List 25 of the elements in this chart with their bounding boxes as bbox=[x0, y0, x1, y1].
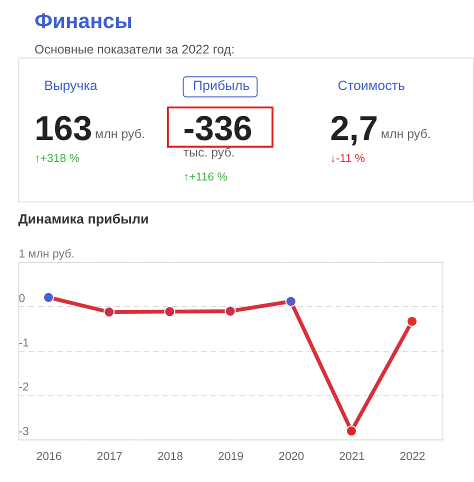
chart-title: Динамика прибыли bbox=[18, 212, 149, 227]
text: ↑+318 % bbox=[34, 153, 80, 166]
x-tick-label: 2018 bbox=[157, 451, 183, 464]
x-tick-label: 2022 bbox=[400, 451, 426, 464]
text: 2,7 bbox=[330, 110, 378, 148]
x-tick-label: 2019 bbox=[218, 451, 244, 464]
text: Финансы bbox=[34, 10, 132, 33]
y-tick-label: 1 млн руб. bbox=[18, 248, 74, 261]
text: Основные показатели за 2022 год: bbox=[34, 42, 235, 57]
text: ↓-11 % bbox=[330, 153, 366, 166]
x-tick-label: 2016 bbox=[36, 451, 62, 464]
y-tick-label: -1 bbox=[18, 337, 29, 350]
text: млн руб. bbox=[380, 127, 431, 142]
text: 163 bbox=[34, 110, 92, 148]
x-tick-label: 2021 bbox=[339, 451, 365, 464]
y-tick-label: -2 bbox=[18, 382, 29, 394]
text: Стоимость bbox=[338, 78, 405, 94]
text: Прибыль bbox=[192, 78, 250, 94]
x-tick-label: 2020 bbox=[278, 451, 304, 464]
x-tick-label: 2017 bbox=[96, 451, 122, 464]
text: ↑+116 % bbox=[183, 171, 228, 184]
y-tick-label: 0 bbox=[18, 292, 26, 305]
text: Выручка bbox=[44, 78, 98, 94]
text: млн руб. bbox=[94, 127, 145, 142]
y-tick-label: -3 bbox=[18, 426, 29, 438]
